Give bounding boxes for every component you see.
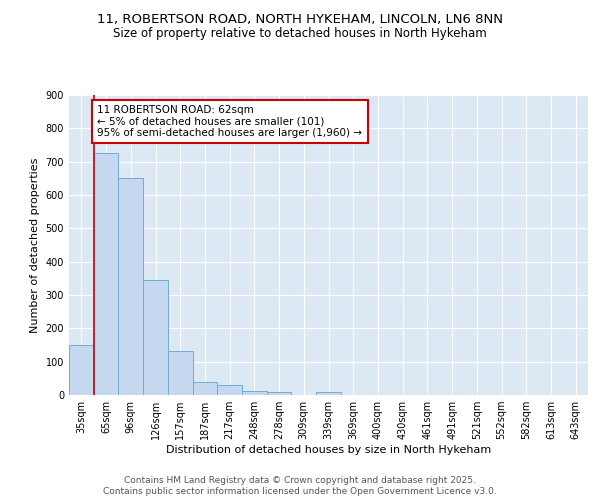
Text: Contains HM Land Registry data © Crown copyright and database right 2025.: Contains HM Land Registry data © Crown c… bbox=[124, 476, 476, 485]
Bar bbox=[193, 382, 217, 395]
Bar bbox=[242, 391, 267, 395]
Bar bbox=[316, 392, 341, 395]
Bar bbox=[217, 385, 242, 395]
Bar bbox=[143, 280, 168, 395]
Bar bbox=[94, 154, 118, 395]
Bar bbox=[267, 392, 292, 395]
Text: Contains public sector information licensed under the Open Government Licence v3: Contains public sector information licen… bbox=[103, 487, 497, 496]
X-axis label: Distribution of detached houses by size in North Hykeham: Distribution of detached houses by size … bbox=[166, 445, 491, 455]
Bar bbox=[168, 350, 193, 395]
Text: 11 ROBERTSON ROAD: 62sqm
← 5% of detached houses are smaller (101)
95% of semi-d: 11 ROBERTSON ROAD: 62sqm ← 5% of detache… bbox=[97, 105, 362, 138]
Text: 11, ROBERTSON ROAD, NORTH HYKEHAM, LINCOLN, LN6 8NN: 11, ROBERTSON ROAD, NORTH HYKEHAM, LINCO… bbox=[97, 12, 503, 26]
Text: Size of property relative to detached houses in North Hykeham: Size of property relative to detached ho… bbox=[113, 28, 487, 40]
Bar bbox=[118, 178, 143, 395]
Bar bbox=[69, 345, 94, 395]
Y-axis label: Number of detached properties: Number of detached properties bbox=[30, 158, 40, 332]
